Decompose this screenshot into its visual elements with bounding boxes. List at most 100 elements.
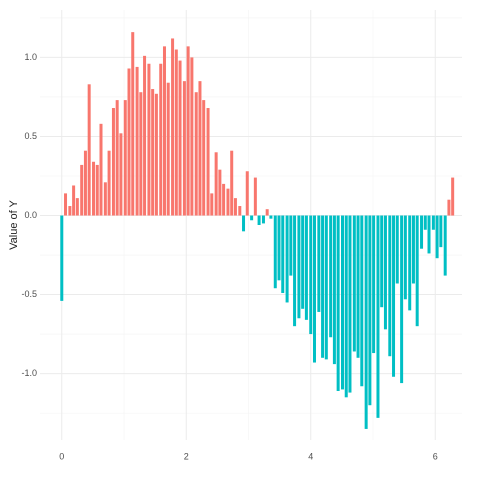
bar — [194, 92, 198, 216]
bar — [238, 206, 242, 216]
bar — [423, 215, 427, 230]
bar — [261, 215, 265, 224]
bar — [447, 199, 451, 216]
bar — [190, 57, 194, 216]
bar — [174, 49, 178, 216]
bar — [143, 55, 147, 216]
bar — [281, 215, 285, 293]
bar — [123, 100, 127, 216]
bar — [178, 60, 182, 216]
bar — [273, 215, 277, 289]
y-tick-label: -0.5 — [21, 289, 37, 299]
bar — [218, 169, 222, 216]
bar — [332, 215, 336, 365]
bar — [95, 164, 99, 216]
bar — [364, 215, 368, 429]
bar — [317, 215, 321, 312]
bar — [395, 215, 399, 284]
bar — [233, 198, 237, 216]
bar — [372, 215, 376, 354]
bar — [368, 215, 372, 406]
bar — [277, 215, 281, 281]
bar — [352, 215, 356, 352]
bar — [135, 66, 139, 216]
y-tick-label: 0.0 — [24, 210, 37, 220]
bar — [383, 215, 387, 330]
bar — [301, 215, 305, 309]
bar — [348, 215, 352, 393]
bar — [250, 215, 254, 221]
bar — [403, 215, 407, 300]
bar — [171, 38, 175, 216]
bar — [119, 133, 123, 216]
x-tick-label: 2 — [184, 451, 189, 461]
bar — [408, 215, 412, 311]
x-tick-label: 6 — [433, 451, 438, 461]
bar — [92, 161, 96, 216]
bar — [380, 215, 384, 308]
bar — [151, 89, 155, 216]
bar — [297, 215, 301, 319]
bar — [329, 215, 333, 338]
bar — [293, 215, 297, 327]
bar — [242, 215, 246, 232]
y-tick-label: 0.5 — [24, 131, 37, 141]
bar — [68, 206, 72, 216]
bar — [451, 177, 455, 216]
bar — [103, 182, 107, 216]
bar — [72, 185, 76, 216]
bar — [257, 215, 261, 225]
bar — [166, 82, 170, 216]
bar — [214, 152, 218, 216]
bar — [159, 63, 163, 216]
bar — [336, 215, 340, 391]
bar — [198, 81, 202, 216]
bar — [162, 46, 166, 216]
bar — [131, 32, 135, 216]
bar — [439, 215, 443, 248]
y-tick-label: -1.0 — [21, 368, 37, 378]
bar — [115, 100, 119, 216]
bar — [80, 164, 84, 216]
y-axis-label: Value of Y — [8, 199, 20, 249]
bar — [206, 108, 210, 216]
bar — [269, 215, 273, 219]
bar — [304, 215, 308, 320]
bar — [415, 215, 419, 327]
bar — [147, 63, 151, 216]
bar — [202, 100, 206, 216]
bar — [87, 84, 91, 216]
bar — [222, 183, 226, 216]
bar — [427, 215, 431, 254]
bar — [435, 215, 439, 259]
x-tick-label: 0 — [59, 451, 64, 461]
bar — [139, 92, 143, 216]
bar — [309, 215, 313, 335]
bar — [186, 46, 190, 216]
bar — [289, 215, 293, 276]
bar — [285, 215, 289, 303]
bar — [360, 215, 364, 387]
bar — [431, 215, 435, 230]
y-tick-label: 1.0 — [24, 52, 37, 62]
bar — [107, 150, 111, 216]
bar — [83, 150, 87, 216]
bar — [154, 93, 158, 216]
bar — [60, 215, 64, 301]
bar — [127, 68, 131, 216]
bar — [411, 215, 415, 284]
bar — [376, 215, 380, 418]
bar — [253, 177, 257, 216]
bar — [226, 188, 230, 216]
bar — [356, 215, 360, 358]
bar — [340, 215, 344, 390]
bar — [324, 215, 328, 360]
bar — [344, 215, 348, 398]
bar — [388, 215, 392, 357]
bar — [230, 150, 234, 216]
x-tick-label: 4 — [308, 451, 313, 461]
bar — [420, 215, 424, 249]
bar — [182, 81, 186, 216]
bar — [245, 171, 249, 216]
bar — [75, 198, 79, 216]
